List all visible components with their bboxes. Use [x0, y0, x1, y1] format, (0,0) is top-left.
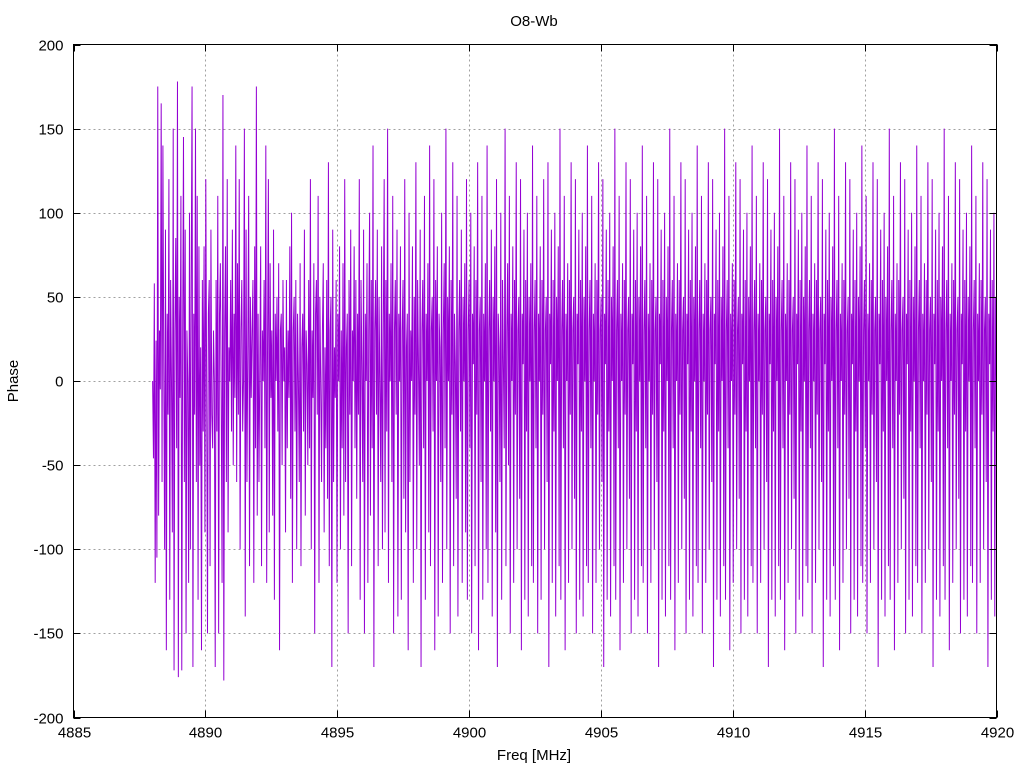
chart-title: O8-Wb	[510, 13, 558, 30]
y-tick-label: -200	[33, 711, 63, 728]
x-tick-label: 4885	[58, 725, 91, 742]
x-tick-label: 4905	[585, 725, 618, 742]
x-tick-label: 4915	[849, 725, 882, 742]
series-line-phase	[152, 81, 997, 681]
x-tick-label: 4920	[981, 725, 1014, 742]
series-layer	[152, 81, 997, 681]
axis-ticks	[73, 44, 998, 719]
y-tick-label: 100	[38, 206, 63, 223]
x-tick-label: 4900	[453, 725, 486, 742]
x-tick-label: 4895	[321, 725, 354, 742]
y-tick-label: 0	[55, 374, 63, 391]
y-tick-label: 200	[38, 38, 63, 55]
y-tick-label: 50	[47, 290, 64, 307]
y-tick-label: -50	[42, 458, 64, 475]
y-tick-labels: -200 -150 -100 -50 0 50 100 150 200	[33, 38, 63, 728]
y-tick-label: -150	[33, 626, 63, 643]
x-tick-label: 4910	[717, 725, 750, 742]
x-tick-label: 4890	[189, 725, 222, 742]
y-tick-label: 150	[38, 122, 63, 139]
y-axis-title: Phase	[5, 360, 22, 403]
x-axis-title: Freq [MHz]	[497, 747, 571, 764]
x-tick-labels: 4885 4890 4895 4900 4905 4910 4915 4920	[58, 725, 1014, 742]
y-tick-label: -100	[33, 542, 63, 559]
